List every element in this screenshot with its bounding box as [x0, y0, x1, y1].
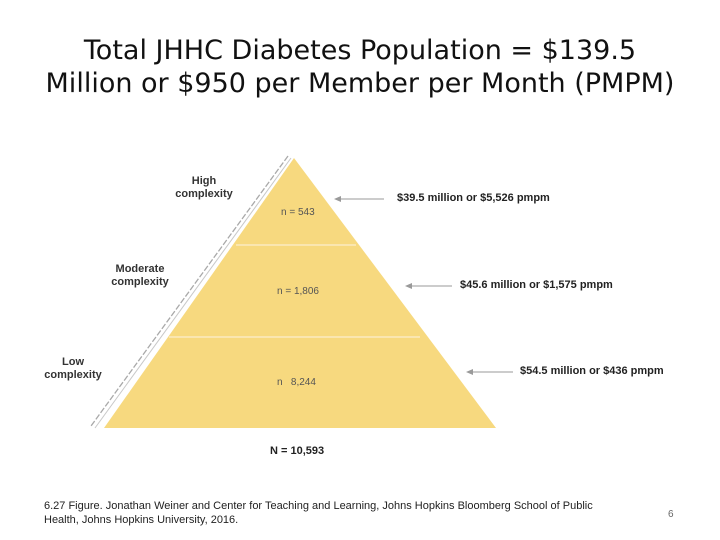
tier-label-moderate-line2: complexity: [111, 276, 169, 288]
slide-title: Total JHHC Diabetes Population = $139.5 …: [10, 34, 710, 100]
tier-label-high: High complexity: [164, 175, 244, 201]
slide-title-line1: Total JHHC Diabetes Population = $139.5: [83, 35, 637, 66]
tier-cost-high: $39.5 million or $5,526 pmpm: [397, 192, 550, 204]
tier-label-low-line2: complexity: [44, 369, 102, 381]
tier-cost-moderate: $45.6 million or $1,575 pmpm: [460, 279, 613, 291]
tier-label-moderate: Moderate complexity: [100, 263, 180, 289]
tier-label-low-line1: Low: [62, 356, 84, 368]
tier-n-high: n = 543: [281, 207, 315, 218]
tier-n-low: n 8,244: [277, 377, 316, 388]
slide-title-line2: Million or $950 per Member per Month (PM…: [45, 68, 675, 99]
arrow-high: [334, 196, 384, 202]
total-population: N = 10,593: [270, 445, 325, 457]
tier-label-high-line2: complexity: [175, 188, 233, 200]
page-number: 6: [668, 509, 674, 520]
tier-label-moderate-line1: Moderate: [115, 263, 165, 275]
tier-n-moderate: n = 1,806: [277, 286, 319, 297]
tier-cost-low: $54.5 million or $436 pmpm: [520, 365, 664, 377]
pyramid: [104, 158, 496, 428]
arrow-low: [466, 369, 513, 375]
tier-label-low: Low complexity: [33, 356, 113, 382]
arrow-moderate: [405, 283, 452, 289]
tier-label-high-line1: High: [191, 175, 217, 187]
complexity-axis-inner: [94, 157, 292, 429]
figure-caption: 6.27 Figure. Jonathan Weiner and Center …: [44, 500, 593, 526]
